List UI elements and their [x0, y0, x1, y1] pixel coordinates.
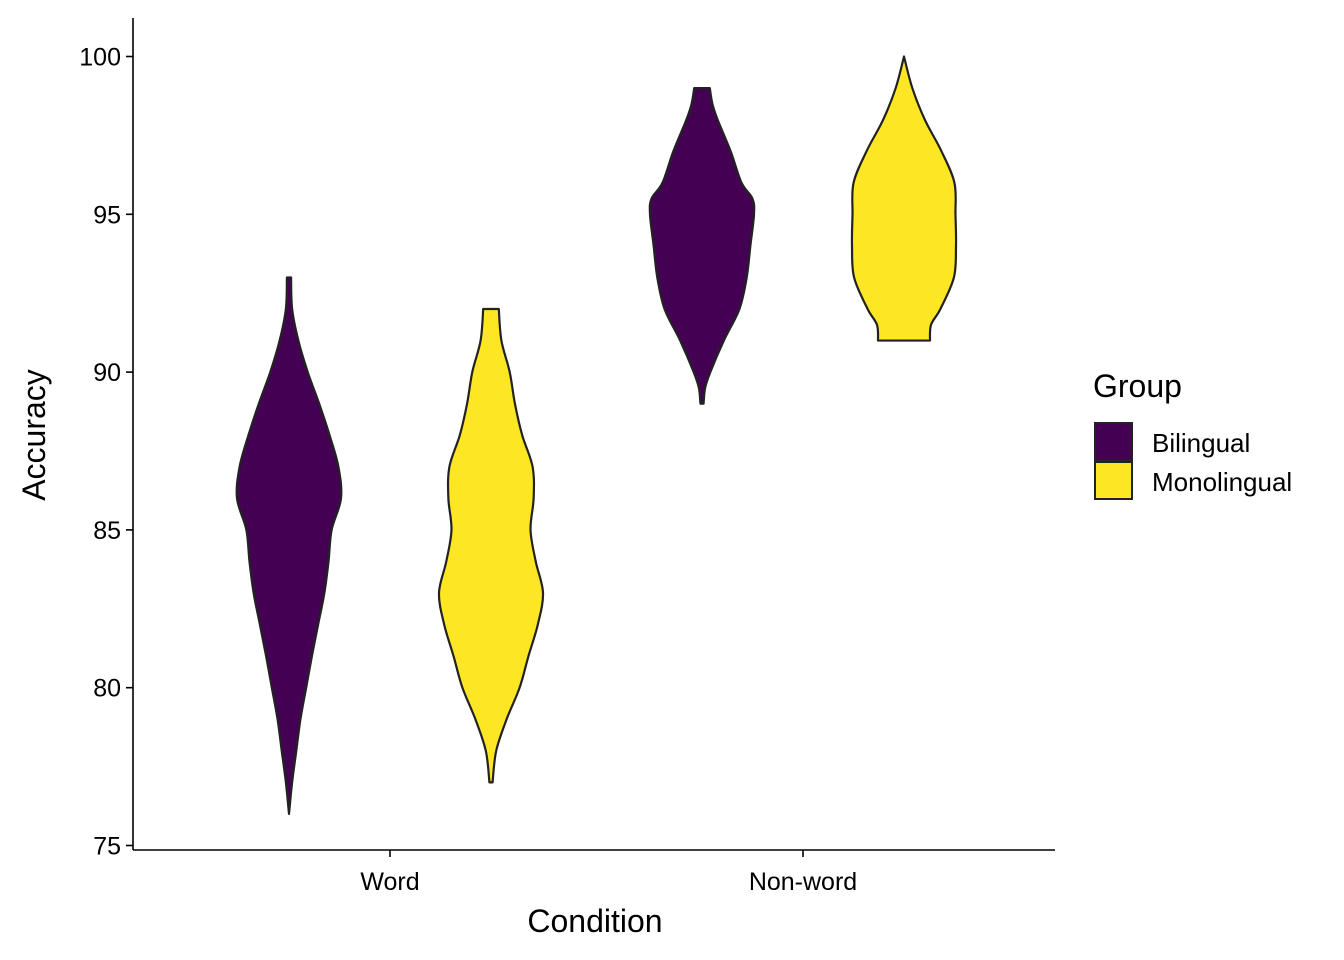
x-axis-ticks: Word Non-word — [360, 850, 857, 896]
legend-label: Monolingual — [1152, 467, 1292, 497]
x-tick-label: Word — [360, 868, 419, 896]
violin-monolingual-non-word — [850, 55, 958, 342]
violin-layer — [235, 55, 958, 816]
y-tick-label: 85 — [93, 517, 121, 545]
legend-swatch — [1094, 461, 1133, 500]
y-tick-label: 90 — [93, 359, 121, 387]
violin-bilingual-non-word — [648, 86, 756, 405]
y-axis-ticks: 75 80 85 90 95 100 — [79, 44, 133, 861]
legend-label: Bilingual — [1152, 428, 1250, 458]
violin-monolingual-word — [437, 307, 545, 784]
legend-swatch — [1094, 422, 1133, 461]
y-tick-label: 100 — [79, 44, 121, 72]
y-tick-label: 95 — [93, 201, 121, 229]
y-tick-label: 75 — [93, 833, 121, 861]
legend-items: Bilingual Monolingual — [1094, 422, 1292, 500]
x-axis-title: Condition — [527, 903, 662, 939]
x-tick-label: Non-word — [749, 868, 857, 896]
y-axis-title: Accuracy — [16, 369, 52, 501]
y-tick-label: 80 — [93, 675, 121, 703]
violin-bilingual-word — [235, 276, 343, 816]
legend: Group Bilingual Monolingual — [1093, 368, 1292, 500]
legend-title: Group — [1093, 368, 1182, 404]
